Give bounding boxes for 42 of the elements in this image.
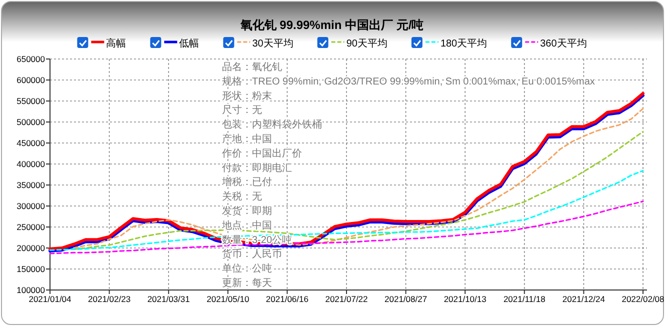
- x-tick-label: 2021/10/13: [444, 294, 487, 304]
- chart-title: 氧化钆 99.99%min 中国出厂 元/吨: [239, 18, 424, 32]
- x-tick-label: 2021/05/10: [206, 294, 250, 304]
- y-tick-label: 300000: [16, 201, 46, 211]
- x-tick-label: 2021/07/22: [325, 294, 368, 304]
- y-tick-label: 350000: [16, 180, 46, 190]
- annotation: 付款：即期电汇: [222, 162, 292, 174]
- annotation: 包装：内塑料袋外铁桶: [222, 118, 322, 131]
- annotation: 作价：中国出厂价: [221, 147, 302, 160]
- y-tick-label: 500000: [16, 117, 46, 127]
- y-tick-label: 600000: [16, 75, 46, 85]
- y-tick-label: 400000: [16, 159, 46, 169]
- x-tick-label: 2021/06/16: [266, 294, 309, 304]
- legend-label: 低幅: [179, 38, 200, 50]
- y-tick-label: 650000: [16, 54, 46, 64]
- y-tick-label: 150000: [16, 264, 46, 274]
- x-tick-label: 2021/03/31: [147, 294, 190, 304]
- x-tick-label: 2022/02/08: [622, 294, 665, 304]
- annotation: 货币：人民币: [222, 248, 282, 260]
- annotation: 产地：中国: [222, 133, 272, 145]
- annotation: 发货：即期: [222, 205, 272, 217]
- y-tick-label: 250000: [16, 222, 46, 232]
- legend-label: 360天平均: [540, 38, 587, 50]
- legend-label: 高幅: [106, 38, 126, 50]
- legend-label: 180天平均: [440, 38, 488, 50]
- annotation: 尺寸：无: [222, 104, 262, 116]
- annotation: 形状：粉末: [222, 90, 272, 102]
- x-tick-label: 2021/08/27: [384, 294, 428, 304]
- y-tick-label: 450000: [16, 138, 46, 148]
- x-tick-label: 2021/12/24: [562, 294, 606, 304]
- x-tick-label: 2021/02/23: [88, 294, 131, 304]
- legend-label: 90天平均: [346, 38, 388, 50]
- line-series: [72, 130, 644, 250]
- x-tick-label: 2021/11/18: [503, 294, 546, 304]
- y-tick-label: 100000: [16, 285, 46, 295]
- legend-label: 30天平均: [252, 38, 294, 50]
- annotation: 关税：无: [222, 190, 262, 203]
- x-tick-label: 2021/01/04: [28, 294, 72, 304]
- annotation: 更新：每天: [222, 277, 272, 289]
- y-tick-label: 550000: [16, 96, 46, 106]
- annotation: 品名：氧化钆: [222, 61, 282, 73]
- y-tick-label: 200000: [16, 243, 46, 253]
